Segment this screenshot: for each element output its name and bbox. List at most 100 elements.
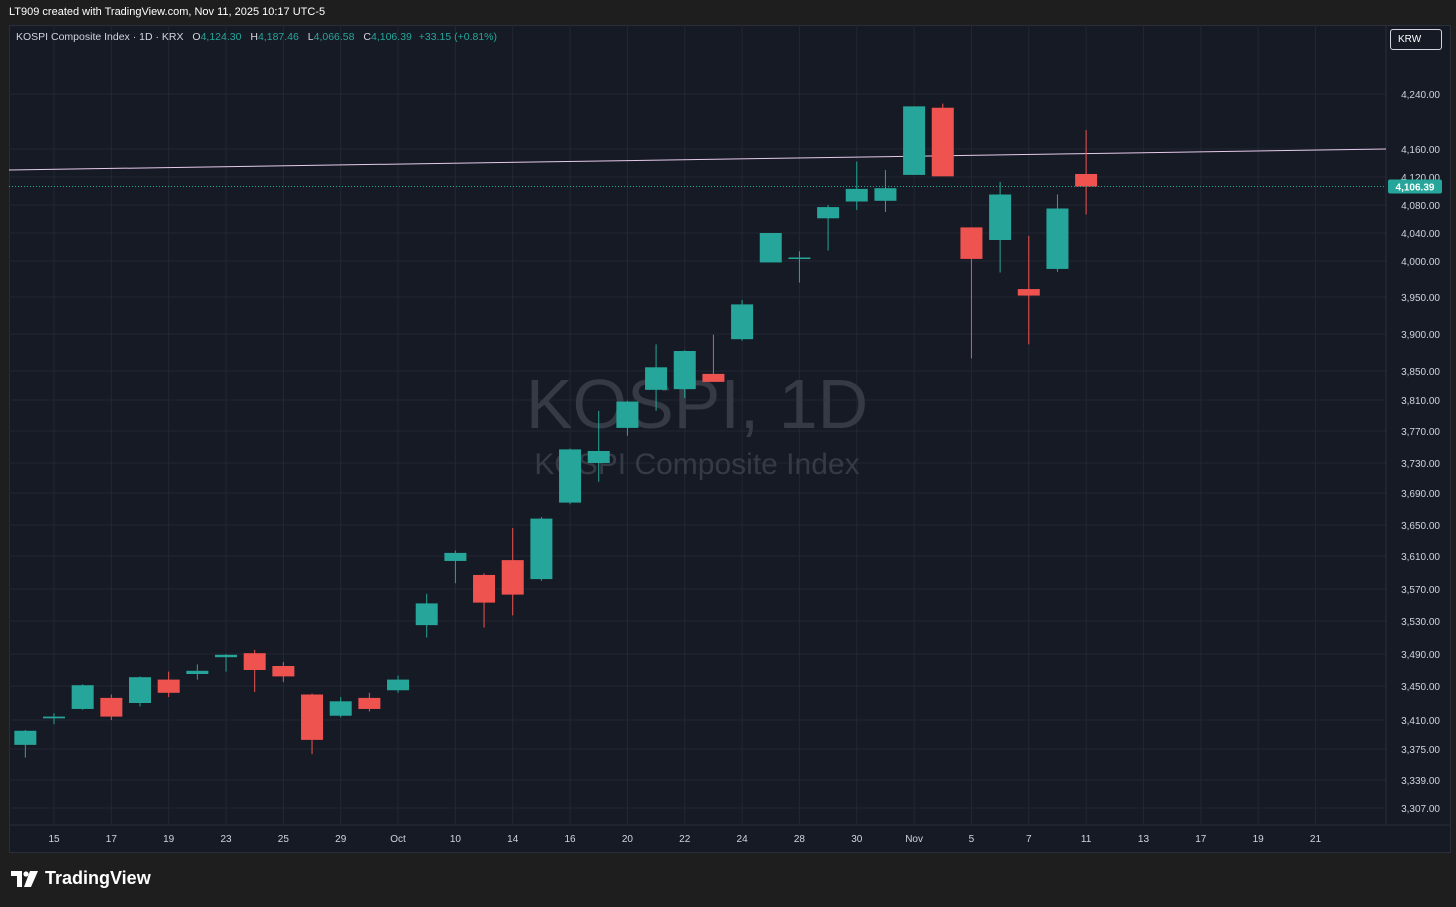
candle-body — [845, 188, 868, 202]
currency-button[interactable]: KRW — [1390, 29, 1442, 50]
watermark-title: KOSPI, 1D — [526, 365, 868, 443]
candlestick-chart[interactable]: KOSPI, 1D KOSPI Composite Index 4,240.00… — [9, 25, 1451, 853]
candle-body — [817, 207, 840, 219]
candle-body — [587, 451, 610, 463]
chart-frame[interactable] — [9, 25, 1451, 853]
candle-body — [301, 694, 324, 740]
time-tick-label: 23 — [220, 834, 232, 845]
candle-body — [874, 188, 897, 201]
candle-body — [272, 666, 295, 677]
candle[interactable] — [759, 233, 782, 263]
candle-body — [616, 401, 639, 428]
candle[interactable] — [530, 517, 553, 581]
candle-body — [329, 701, 352, 716]
candle[interactable] — [272, 662, 295, 682]
price-tick-label: 3,530.00 — [1401, 617, 1440, 628]
candle-body — [759, 233, 782, 263]
candle[interactable] — [673, 350, 696, 398]
price-tick-label: 3,900.00 — [1401, 330, 1440, 341]
candle[interactable] — [788, 251, 811, 283]
candle[interactable] — [329, 697, 352, 718]
trendline[interactable] — [9, 148, 1387, 171]
legend-high: 4,187.46 — [257, 31, 299, 43]
candle[interactable] — [157, 671, 180, 698]
time-tick-label: 11 — [1081, 834, 1092, 845]
candle[interactable] — [931, 103, 954, 177]
time-tick-label: 19 — [1253, 834, 1265, 845]
candle-body — [71, 685, 94, 709]
time-tick-label: 21 — [1310, 834, 1322, 845]
time-tick-label: 29 — [335, 834, 347, 845]
candle[interactable] — [71, 684, 94, 710]
legend-close-label: C — [363, 31, 371, 43]
candle[interactable] — [1017, 235, 1040, 345]
price-tick-label: 3,610.00 — [1401, 552, 1440, 563]
brand-name: TradingView — [45, 868, 151, 888]
candle-body — [215, 654, 238, 658]
candle[interactable] — [702, 334, 725, 382]
candle[interactable] — [243, 649, 266, 692]
time-tick-label: 14 — [507, 834, 519, 845]
candle[interactable] — [14, 729, 37, 758]
price-tick-label: 4,160.00 — [1401, 145, 1440, 156]
candle[interactable] — [129, 676, 152, 707]
candle-body — [358, 697, 381, 709]
candle[interactable] — [817, 205, 840, 251]
time-tick-label: Nov — [905, 834, 923, 845]
price-tick-label: 3,450.00 — [1401, 682, 1440, 693]
candle-body — [702, 373, 725, 382]
price-tick-label: 4,120.00 — [1401, 173, 1440, 184]
candle-body — [186, 670, 209, 674]
candle[interactable] — [559, 448, 582, 505]
candle-body — [1017, 289, 1040, 296]
candle[interactable] — [100, 694, 123, 721]
candle[interactable] — [845, 161, 868, 210]
price-tick-label: 3,410.00 — [1401, 716, 1440, 727]
time-tick-label: 30 — [851, 834, 863, 845]
price-tick-label: 3,730.00 — [1401, 459, 1440, 470]
price-axis: 4,240.00 4,160.00 4,120.00 4,080.00 4,040.00… — [1401, 90, 1440, 815]
time-tick-label: 13 — [1138, 834, 1150, 845]
tradingview-logo[interactable]: TradingView — [11, 868, 151, 889]
price-tick-label: 4,040.00 — [1401, 229, 1440, 240]
candle-body — [673, 351, 696, 390]
candle[interactable] — [43, 713, 66, 725]
price-tick-label: 3,770.00 — [1401, 427, 1440, 438]
time-tick-label: 17 — [106, 834, 118, 845]
watermark-subtitle: KOSPI Composite Index — [534, 448, 859, 481]
candle[interactable] — [415, 593, 438, 638]
candle[interactable] — [186, 664, 209, 680]
candle-body — [14, 730, 37, 745]
candle-body — [960, 227, 983, 259]
last-price-layer: 4,106.39 — [9, 179, 1442, 194]
tradingview-logo-icon — [11, 870, 38, 887]
trendline-layer — [9, 148, 1387, 171]
legend-high-label: H — [250, 31, 258, 43]
candle[interactable] — [587, 410, 610, 482]
candle[interactable] — [874, 170, 897, 212]
candle[interactable] — [358, 692, 381, 712]
legend-low-label: L — [307, 31, 314, 43]
time-tick-label: Oct — [390, 834, 406, 845]
candle-body — [731, 304, 754, 340]
candle[interactable] — [444, 550, 467, 584]
candle[interactable] — [960, 227, 983, 359]
candle[interactable] — [645, 344, 668, 411]
candle[interactable] — [731, 299, 754, 341]
candle[interactable] — [301, 693, 324, 755]
candle[interactable] — [387, 675, 410, 693]
candle-body — [415, 603, 438, 626]
candle-body — [129, 677, 152, 703]
attribution-bar: LT909 created with TradingView.com, Nov … — [0, 0, 1456, 25]
candle[interactable] — [903, 106, 926, 175]
price-tick-label: 3,690.00 — [1401, 489, 1440, 500]
candle[interactable] — [215, 654, 238, 672]
candle[interactable] — [989, 181, 1012, 273]
candle[interactable] — [1046, 194, 1069, 272]
price-tick-label: 4,080.00 — [1401, 201, 1440, 212]
candle[interactable] — [1075, 130, 1098, 215]
symbol-legend[interactable]: KOSPI Composite Index · 1D · KRX O4,124.… — [16, 31, 497, 43]
candle[interactable] — [501, 528, 524, 616]
candle[interactable] — [616, 400, 639, 436]
candle[interactable] — [473, 573, 496, 628]
